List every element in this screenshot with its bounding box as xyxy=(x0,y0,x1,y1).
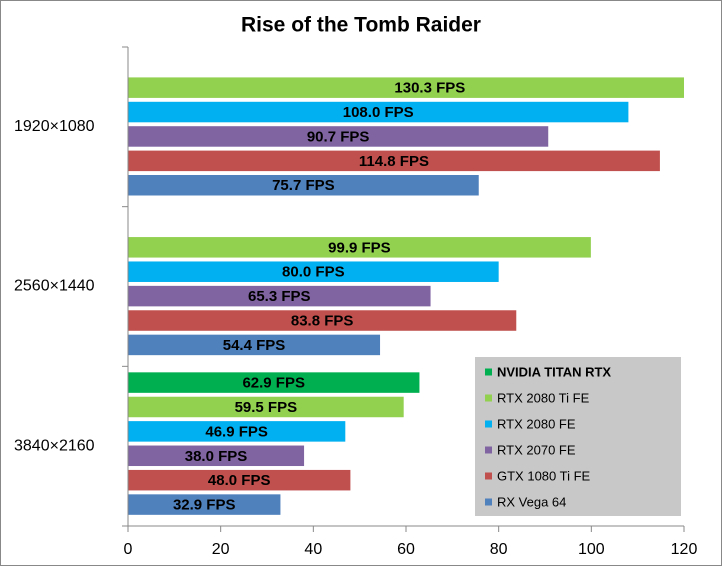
x-tick-label: 100 xyxy=(578,541,605,558)
value-label: 108.0 FPS xyxy=(343,104,414,121)
legend-label: RTX 2070 FE xyxy=(497,442,576,457)
x-tick-label: 0 xyxy=(124,541,133,558)
legend-label: NVIDIA TITAN RTX xyxy=(497,364,611,379)
value-label: 75.7 FPS xyxy=(272,177,335,194)
x-tick-label: 20 xyxy=(212,541,230,558)
legend-swatch xyxy=(485,368,492,376)
bar xyxy=(128,77,684,98)
value-label: 65.3 FPS xyxy=(248,288,311,305)
bar xyxy=(128,101,629,123)
legend-swatch xyxy=(485,394,492,402)
value-label: 83.8 FPS xyxy=(291,312,354,329)
bar xyxy=(128,285,431,307)
value-label: 114.8 FPS xyxy=(359,153,429,170)
value-label: 130.3 FPS xyxy=(394,80,465,97)
value-label: 59.5 FPS xyxy=(235,399,298,416)
legend-swatch xyxy=(485,498,492,506)
legend-box xyxy=(475,357,681,516)
y-tick-label: 1920×1080 xyxy=(14,118,95,135)
value-label: 90.7 FPS xyxy=(307,128,370,145)
value-label: 62.9 FPS xyxy=(242,375,305,392)
value-label: 54.4 FPS xyxy=(223,337,286,354)
value-label: 38.0 FPS xyxy=(185,448,248,465)
x-tick-label: 60 xyxy=(397,541,415,558)
bar xyxy=(128,445,305,467)
x-tick-label: 80 xyxy=(490,541,508,558)
value-label: 46.9 FPS xyxy=(205,423,268,440)
bar xyxy=(128,237,591,258)
legend-label: RTX 2080 FE xyxy=(497,416,576,431)
bar xyxy=(128,469,351,491)
x-tick-label: 120 xyxy=(671,541,698,558)
bar xyxy=(128,261,499,282)
bar xyxy=(128,175,479,196)
value-label: 48.0 FPS xyxy=(208,472,271,489)
value-label: 80.0 FPS xyxy=(282,264,345,281)
bars: 62.9 FPS 130.3 FPS 99.9 FPS 59.5 FPS 108.0 F… xyxy=(128,77,684,515)
legend-label: RTX 2080 Ti FE xyxy=(497,390,590,405)
bar xyxy=(128,372,420,393)
y-tick-label: 3840×2160 xyxy=(14,437,95,454)
legend-swatch xyxy=(485,420,492,428)
bar xyxy=(128,421,346,442)
legend-swatch xyxy=(485,472,492,480)
value-label: 32.9 FPS xyxy=(173,497,236,514)
chart-title: Rise of the Tomb Raider xyxy=(241,14,481,37)
bar xyxy=(128,310,517,331)
legend-label: RX Vega 64 xyxy=(497,494,566,509)
bar xyxy=(128,396,404,418)
value-label: 99.9 FPS xyxy=(328,239,391,256)
bar xyxy=(128,126,549,147)
bar xyxy=(128,494,281,515)
legend-label: GTX 1080 Ti FE xyxy=(497,468,591,483)
legend-swatch xyxy=(485,446,492,454)
y-tick-label: 2560×1440 xyxy=(14,278,95,295)
bar xyxy=(128,150,660,172)
x-tick-label: 40 xyxy=(304,541,322,558)
bar xyxy=(128,334,381,356)
